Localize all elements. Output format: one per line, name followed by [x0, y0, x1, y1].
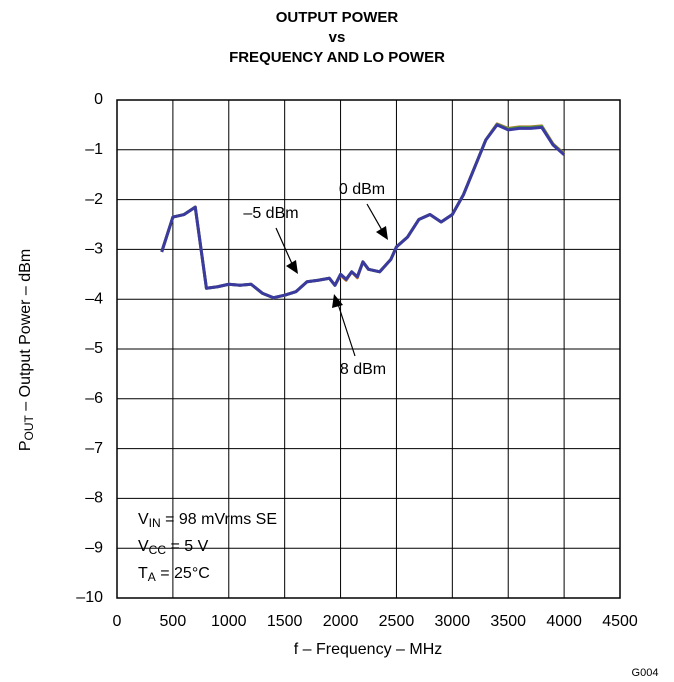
condition-rest: = 98 mVrms SE — [161, 511, 277, 528]
plot-frame — [116, 99, 621, 599]
annotation: 8 dBm — [340, 361, 386, 378]
arrow — [337, 303, 356, 357]
chart-title: vs — [329, 29, 346, 46]
condition-sub: A — [148, 570, 156, 584]
condition: TA = 25°C — [138, 565, 210, 584]
condition: VIN = 98 mVrms SE — [138, 511, 277, 530]
condition-sub: CC — [149, 543, 167, 557]
y-tick-label: –3 — [85, 241, 103, 258]
condition-main: T — [138, 565, 148, 582]
x-tick-label: 4000 — [546, 613, 582, 630]
figure-id: G004 — [632, 667, 659, 679]
condition-main: V — [138, 538, 149, 555]
x-tick-label: 4500 — [602, 613, 638, 630]
x-axis-label: f – Frequency – MHz — [294, 641, 443, 658]
y-tick-label: –9 — [85, 539, 103, 556]
x-tick-label: 3000 — [435, 613, 471, 630]
y-tick-label: 0 — [94, 91, 103, 108]
y-axis-label: POUT – Output Power – dBm — [17, 249, 36, 451]
x-tick-label: 1000 — [211, 613, 247, 630]
y-tick-label: –8 — [85, 490, 103, 507]
arrow-head — [286, 260, 298, 274]
condition-rest: = 5 V — [166, 538, 209, 555]
condition: VCC = 5 V — [138, 538, 209, 557]
y-axis-label-sub: OUT — [22, 414, 36, 440]
x-tick-label: 2500 — [379, 613, 415, 630]
y-tick-label: –4 — [85, 290, 103, 307]
y-tick-label: –7 — [85, 440, 103, 457]
annotation: –5 dBm — [243, 205, 298, 222]
x-tick-label: 2000 — [323, 613, 359, 630]
condition-sub: IN — [149, 516, 161, 530]
annotations: –5 dBm 0 dBm 8 dBm — [243, 181, 388, 378]
condition-main: V — [138, 511, 149, 528]
condition-rest: = 25°C — [156, 565, 210, 582]
arrow-head — [332, 294, 343, 308]
y-axis-label-rest: – Output Power – dBm — [17, 249, 34, 415]
x-tick-label: 1500 — [267, 613, 303, 630]
conditions: VIN = 98 mVrms SE VCC = 5 V TA = 25°C — [138, 511, 277, 584]
arrow — [275, 227, 294, 267]
series-line — [160, 123, 566, 300]
series-line — [160, 122, 566, 300]
y-tick-label: –2 — [85, 191, 103, 208]
y-tick-label: –10 — [76, 589, 103, 606]
y-tick-label: –6 — [85, 390, 103, 407]
y-axis-label-main: P — [17, 440, 34, 451]
x-tick-label: 0 — [113, 613, 122, 630]
arrow — [366, 203, 384, 233]
chart-title: OUTPUT POWER — [276, 9, 399, 26]
y-tick-label: –1 — [85, 141, 103, 158]
arrow-head — [376, 226, 388, 240]
annotation: 0 dBm — [339, 181, 385, 198]
x-tick-label: 500 — [160, 613, 187, 630]
chart-title: FREQUENCY AND LO POWER — [229, 49, 445, 66]
y-tick-label: –5 — [85, 340, 103, 357]
x-tick-label: 3500 — [490, 613, 526, 630]
